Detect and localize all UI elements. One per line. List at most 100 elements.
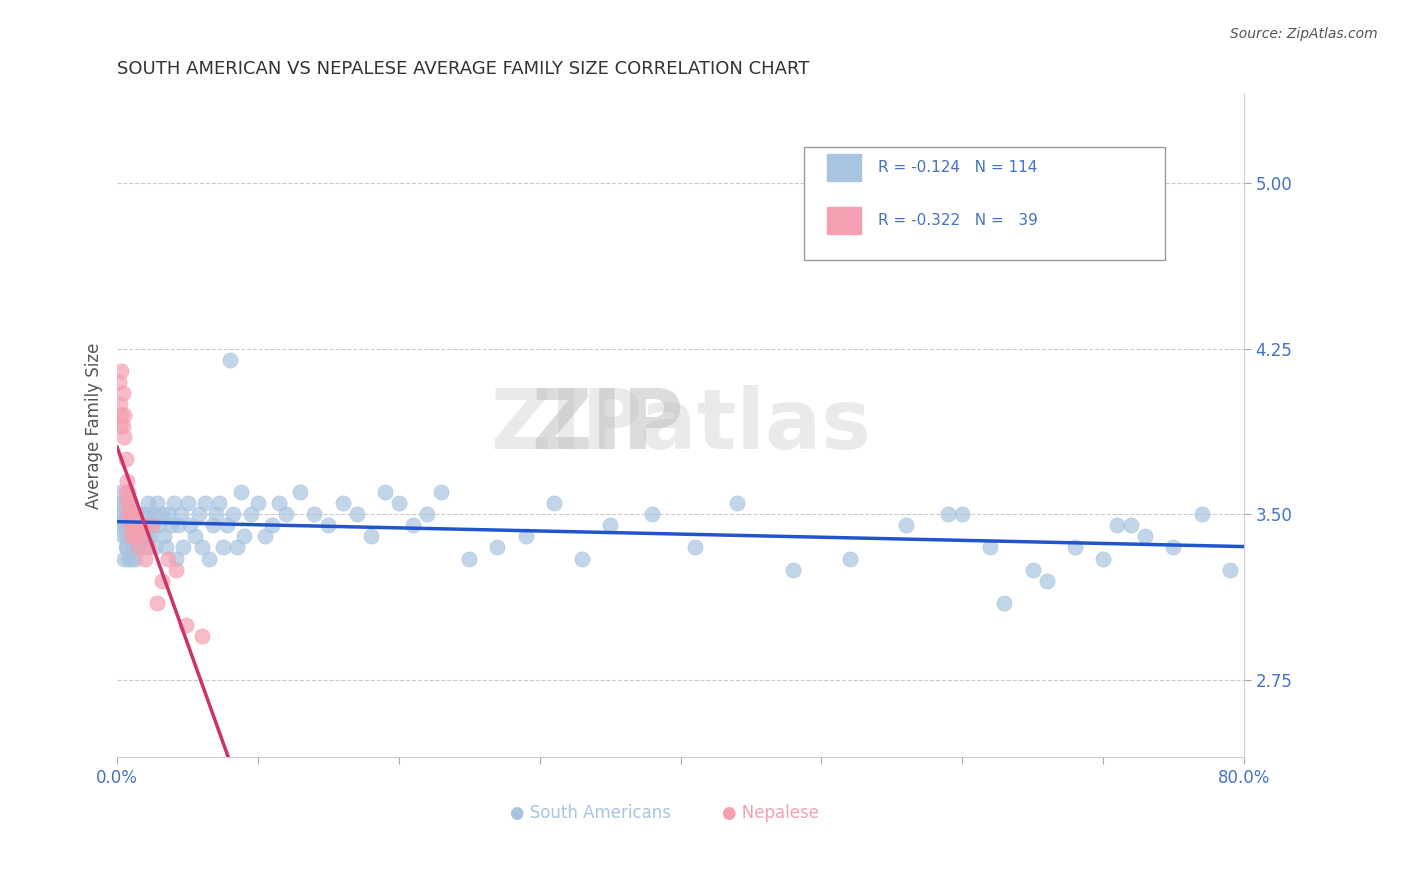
Point xyxy=(725,496,748,510)
Point xyxy=(233,529,256,543)
Point xyxy=(1064,541,1087,555)
Point xyxy=(120,508,142,522)
Point xyxy=(221,508,243,522)
Point xyxy=(117,551,139,566)
Point xyxy=(108,518,131,533)
Point xyxy=(124,518,146,533)
Point xyxy=(141,518,163,533)
Point xyxy=(162,496,184,510)
Point xyxy=(120,508,142,522)
Point xyxy=(107,508,129,522)
Point xyxy=(138,529,160,543)
Point xyxy=(148,518,170,533)
Point xyxy=(112,496,135,510)
Point xyxy=(486,541,509,555)
Point xyxy=(683,541,706,555)
Point xyxy=(135,529,157,543)
Point xyxy=(117,485,139,500)
Bar xyxy=(827,154,860,180)
Point xyxy=(993,596,1015,610)
Point xyxy=(131,518,153,533)
Text: SOUTH AMERICAN VS NEPALESE AVERAGE FAMILY SIZE CORRELATION CHART: SOUTH AMERICAN VS NEPALESE AVERAGE FAMIL… xyxy=(117,60,810,78)
Point xyxy=(1107,518,1129,533)
Point xyxy=(112,518,135,533)
Point xyxy=(156,551,179,566)
Point xyxy=(110,408,132,422)
Point xyxy=(120,551,142,566)
Point xyxy=(254,529,277,543)
Point xyxy=(157,508,180,522)
Point xyxy=(118,518,141,533)
Point xyxy=(150,574,173,588)
Point xyxy=(187,508,209,522)
Point xyxy=(121,518,143,533)
Point xyxy=(107,375,129,389)
Point xyxy=(112,430,135,444)
Point xyxy=(782,563,804,577)
Point xyxy=(430,485,453,500)
Point xyxy=(143,541,166,555)
Point xyxy=(127,508,149,522)
Point xyxy=(197,551,219,566)
Point xyxy=(110,364,132,378)
Point xyxy=(193,496,215,510)
Point xyxy=(114,508,136,522)
Point xyxy=(179,518,201,533)
Point xyxy=(111,508,134,522)
Point xyxy=(176,496,198,510)
Point xyxy=(129,529,152,543)
Point xyxy=(332,496,354,510)
Point xyxy=(360,529,382,543)
Point xyxy=(141,518,163,533)
Point xyxy=(114,485,136,500)
Point xyxy=(936,508,959,522)
Point xyxy=(304,508,326,522)
Point xyxy=(225,541,247,555)
Text: Source: ZipAtlas.com: Source: ZipAtlas.com xyxy=(1230,27,1378,41)
Point xyxy=(165,551,187,566)
Point xyxy=(166,518,188,533)
Point xyxy=(543,496,565,510)
Point xyxy=(1191,508,1213,522)
Point xyxy=(571,551,593,566)
Bar xyxy=(827,207,860,234)
Point xyxy=(134,518,156,533)
Point xyxy=(145,496,167,510)
Point xyxy=(127,541,149,555)
Point xyxy=(1135,529,1157,543)
Point xyxy=(894,518,917,533)
Point xyxy=(1021,563,1043,577)
Point xyxy=(132,508,155,522)
Point xyxy=(159,518,181,533)
Point xyxy=(229,485,252,500)
Point xyxy=(458,551,481,566)
Point xyxy=(115,541,138,555)
Point xyxy=(108,397,131,411)
Point xyxy=(145,596,167,610)
Point xyxy=(142,508,165,522)
Point xyxy=(374,485,396,500)
Point xyxy=(346,508,368,522)
Point xyxy=(1035,574,1057,588)
Point xyxy=(950,508,973,522)
Point xyxy=(124,508,146,522)
Point xyxy=(838,551,860,566)
Point xyxy=(121,541,143,555)
Text: ● South Americans: ● South Americans xyxy=(510,804,671,822)
Point xyxy=(190,629,212,643)
Point xyxy=(172,541,194,555)
Y-axis label: Average Family Size: Average Family Size xyxy=(86,343,103,509)
Point xyxy=(122,508,145,522)
Point xyxy=(122,529,145,543)
Point xyxy=(114,541,136,555)
Point xyxy=(174,617,197,632)
Point xyxy=(1092,551,1115,566)
Point xyxy=(115,508,138,522)
Point xyxy=(112,551,135,566)
Point xyxy=(155,541,177,555)
Point xyxy=(120,518,142,533)
Point xyxy=(122,518,145,533)
Point xyxy=(114,529,136,543)
Point xyxy=(318,518,340,533)
Point xyxy=(402,518,425,533)
